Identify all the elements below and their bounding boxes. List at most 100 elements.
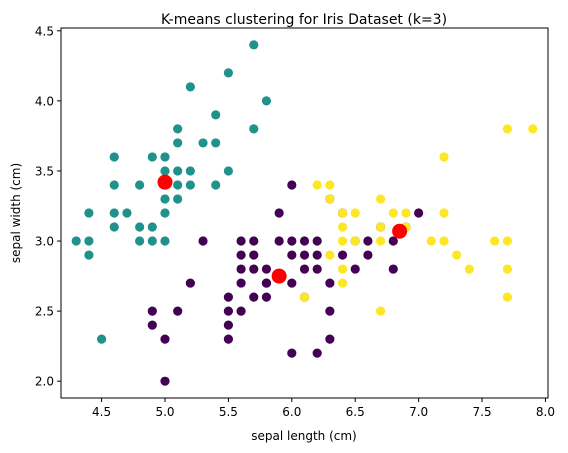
- x-axis-ticks: 4.5 5.0 5.5 6.0 6.5 7.0 7.5 8.0: [92, 398, 555, 419]
- cluster-0-point: [262, 264, 271, 273]
- cluster-0-point: [389, 264, 398, 273]
- cluster-0-point: [313, 236, 322, 245]
- cluster-2-point: [503, 236, 512, 245]
- cluster-1-point: [84, 250, 93, 259]
- cluster-1-point: [135, 180, 144, 189]
- cluster-0-point: [160, 335, 169, 344]
- cluster-0-point: [287, 349, 296, 358]
- cluster-0-point: [224, 335, 233, 344]
- cluster-1-point: [148, 152, 157, 161]
- cluster-0-point: [262, 278, 271, 287]
- cluster-2-point: [300, 292, 309, 301]
- cluster-0-point: [249, 250, 258, 259]
- cluster-1-point: [135, 222, 144, 231]
- cluster-0-point: [160, 377, 169, 386]
- cluster-1-point: [160, 152, 169, 161]
- cluster-2-point: [439, 208, 448, 217]
- cluster-0-point: [148, 321, 157, 330]
- cluster-0-point: [236, 236, 245, 245]
- cluster-0-point: [325, 307, 334, 316]
- x-axis-label: sepal length (cm): [251, 429, 356, 443]
- y-tick-label: 4.5: [35, 24, 54, 38]
- cluster-2-point: [351, 236, 360, 245]
- cluster-1-point: [160, 166, 169, 175]
- y-axis-label: sepal width (cm): [9, 163, 23, 263]
- cluster-2-point: [503, 292, 512, 301]
- cluster-1-point: [148, 222, 157, 231]
- cluster-0-point: [313, 250, 322, 259]
- cluster-2-point: [490, 236, 499, 245]
- cluster-2-point: [338, 264, 347, 273]
- x-tick-label: 5.5: [219, 405, 238, 419]
- centroid-1-marker: [157, 175, 172, 190]
- cluster-0-point: [338, 250, 347, 259]
- cluster-2-point: [503, 264, 512, 273]
- cluster-1-point: [186, 166, 195, 175]
- cluster-0-point: [186, 278, 195, 287]
- chart-title: K-means clustering for Iris Dataset (k=3…: [161, 12, 447, 28]
- cluster-0-point: [249, 292, 258, 301]
- cluster-1-point: [224, 166, 233, 175]
- cluster-0-point: [249, 264, 258, 273]
- cluster-1-point: [97, 335, 106, 344]
- cluster-1-point: [211, 110, 220, 119]
- cluster-1-point: [173, 138, 182, 147]
- cluster-2-point: [338, 236, 347, 245]
- cluster-2-point: [313, 180, 322, 189]
- cluster-2-point: [338, 208, 347, 217]
- cluster-1-point: [173, 166, 182, 175]
- cluster-1-point: [186, 82, 195, 91]
- cluster-2-point: [389, 208, 398, 217]
- y-axis-ticks: 2.0 2.5 3.0 3.5 4.0 4.5: [35, 24, 61, 388]
- cluster-0-point: [198, 236, 207, 245]
- cluster-2-point: [351, 208, 360, 217]
- cluster-2-point: [503, 124, 512, 133]
- cluster-0-point: [224, 292, 233, 301]
- cluster-1-point: [224, 68, 233, 77]
- cluster-0-point: [363, 250, 372, 259]
- cluster-0-point: [236, 250, 245, 259]
- cluster-1-point: [211, 138, 220, 147]
- cluster-0-point: [287, 236, 296, 245]
- cluster-1-point: [249, 40, 258, 49]
- points-layer: [72, 40, 538, 386]
- cluster-0-point: [275, 236, 284, 245]
- cluster-2-point: [465, 264, 474, 273]
- cluster-1-point: [148, 236, 157, 245]
- cluster-2-point: [427, 236, 436, 245]
- plot-frame: [61, 28, 548, 398]
- cluster-1-point: [110, 222, 119, 231]
- cluster-2-point: [401, 208, 410, 217]
- cluster-1-point: [135, 236, 144, 245]
- cluster-1-point: [186, 180, 195, 189]
- centroid-0-marker: [272, 269, 287, 284]
- cluster-2-point: [325, 250, 334, 259]
- x-tick-label: 6.5: [346, 405, 365, 419]
- cluster-0-point: [236, 307, 245, 316]
- cluster-0-point: [275, 208, 284, 217]
- cluster-2-point: [338, 278, 347, 287]
- cluster-0-point: [325, 278, 334, 287]
- cluster-1-point: [84, 208, 93, 217]
- cluster-0-point: [300, 264, 309, 273]
- cluster-0-point: [313, 349, 322, 358]
- cluster-1-point: [173, 194, 182, 203]
- cluster-0-point: [287, 180, 296, 189]
- cluster-2-point: [452, 250, 461, 259]
- cluster-0-point: [363, 236, 372, 245]
- x-tick-label: 7.0: [409, 405, 428, 419]
- cluster-1-point: [173, 124, 182, 133]
- cluster-2-point: [376, 307, 385, 316]
- cluster-2-point: [439, 236, 448, 245]
- cluster-2-point: [528, 124, 537, 133]
- cluster-0-point: [249, 236, 258, 245]
- x-tick-label: 8.0: [536, 405, 555, 419]
- x-tick-label: 6.0: [282, 405, 301, 419]
- y-tick-label: 3.5: [35, 164, 54, 178]
- cluster-0-point: [236, 278, 245, 287]
- x-tick-label: 4.5: [92, 405, 111, 419]
- cluster-1-point: [211, 180, 220, 189]
- cluster-0-point: [287, 278, 296, 287]
- y-tick-label: 2.5: [35, 305, 54, 319]
